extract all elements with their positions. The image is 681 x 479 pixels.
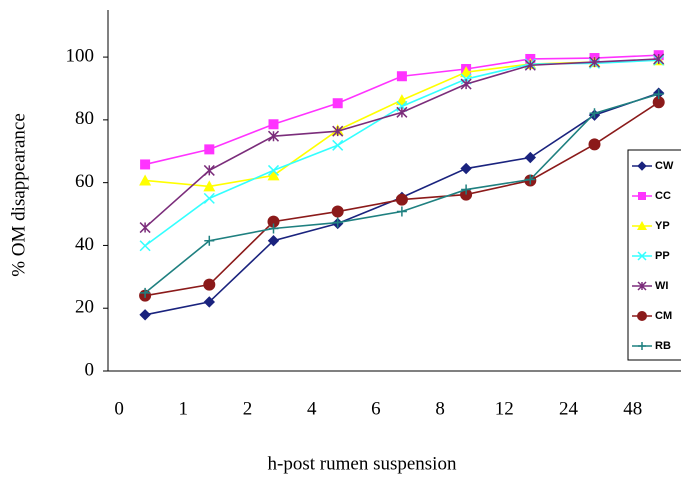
- x-tick-label: 2: [243, 398, 253, 419]
- legend-label: WI: [655, 280, 668, 292]
- legend-marker: [638, 192, 646, 200]
- marker: [140, 287, 151, 298]
- y-tick-label: 20: [75, 297, 94, 318]
- marker: [395, 193, 408, 206]
- legend-label: CM: [655, 310, 672, 322]
- x-tick-label: 0: [114, 398, 124, 419]
- x-tick-label: 12: [495, 398, 514, 419]
- marker: [204, 144, 215, 155]
- marker: [332, 217, 343, 228]
- x-tick-label: 1: [179, 398, 189, 419]
- legend-label: RB: [655, 340, 671, 352]
- marker: [203, 296, 216, 308]
- marker: [396, 106, 408, 118]
- x-axis-label: h-post rumen suspension: [268, 453, 457, 474]
- marker: [332, 139, 344, 151]
- marker: [204, 235, 215, 246]
- marker: [267, 235, 280, 247]
- marker: [653, 89, 664, 100]
- marker: [461, 184, 472, 195]
- marker: [589, 108, 600, 119]
- marker: [653, 53, 665, 65]
- marker: [139, 174, 152, 186]
- marker: [203, 180, 216, 192]
- legend-marker: [637, 251, 647, 261]
- legend-box: [627, 149, 681, 361]
- marker: [331, 205, 344, 218]
- marker: [396, 206, 407, 217]
- legend-marker: [637, 221, 647, 230]
- marker: [203, 278, 216, 291]
- marker: [460, 188, 473, 201]
- x-tick-label: 8: [435, 398, 445, 419]
- y-tick-label: 100: [66, 45, 95, 66]
- legend-label: CC: [655, 190, 671, 202]
- legend-marker: [637, 161, 647, 171]
- legend-label: PP: [655, 250, 670, 262]
- y-tick-label: 60: [75, 171, 94, 192]
- marker: [268, 119, 279, 130]
- legend: CW CC YP PP WI CM RB: [627, 149, 681, 361]
- marker: [139, 240, 151, 252]
- marker: [332, 98, 343, 109]
- marker: [588, 56, 601, 68]
- marker: [588, 138, 601, 151]
- marker: [652, 96, 665, 109]
- marker: [524, 59, 536, 71]
- marker: [139, 309, 151, 321]
- y-tick-label: 80: [75, 108, 94, 129]
- marker: [203, 164, 215, 176]
- marker: [525, 174, 536, 185]
- marker: [460, 78, 472, 90]
- series-line: [144, 59, 659, 247]
- marker: [268, 223, 279, 234]
- y-tick-label: 0: [85, 359, 95, 380]
- marker: [203, 192, 215, 204]
- marker: [139, 222, 151, 234]
- legend-marker: [637, 281, 647, 291]
- marker: [332, 125, 344, 137]
- marker: [396, 71, 407, 82]
- marker: [267, 215, 280, 228]
- marker: [140, 159, 151, 170]
- marker: [460, 162, 472, 175]
- legend-label: CW: [655, 160, 674, 172]
- y-axis-label: % OM disappearance: [8, 113, 29, 277]
- x-tick-label: 6: [371, 398, 381, 419]
- x-tick-label: 24: [559, 398, 579, 419]
- x-tick-label: 48: [623, 398, 642, 419]
- x-tick-label: 4: [307, 398, 317, 419]
- marker: [395, 94, 408, 106]
- marker: [267, 130, 280, 142]
- legend-marker: [637, 311, 647, 321]
- marker: [524, 151, 537, 164]
- legend-label: YP: [655, 220, 670, 232]
- y-tick-label: 40: [75, 234, 94, 255]
- marker: [460, 66, 473, 78]
- legend-marker: [638, 342, 646, 350]
- marker: [267, 169, 280, 181]
- marker: [267, 164, 280, 176]
